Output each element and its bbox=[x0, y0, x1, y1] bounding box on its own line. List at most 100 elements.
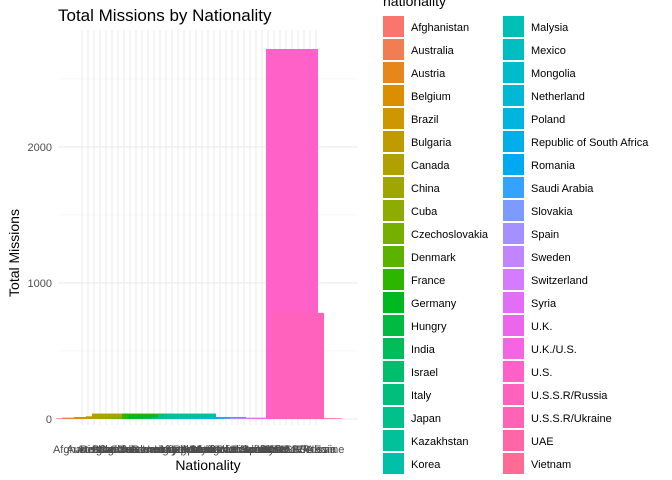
legend-label: Kazakhstan bbox=[411, 436, 468, 448]
legend-label: Bulgaria bbox=[411, 137, 452, 149]
legend-label: Israel bbox=[411, 367, 438, 379]
legend-key bbox=[503, 315, 524, 336]
legend-label: Afghanistan bbox=[411, 22, 469, 34]
legend-label: Czechoslovakia bbox=[411, 229, 489, 241]
legend-item: Korea bbox=[383, 453, 441, 474]
x-tick-label: Denmark bbox=[120, 444, 165, 456]
legend-key bbox=[383, 361, 404, 382]
legend-item: India bbox=[383, 338, 436, 359]
legend-key bbox=[383, 407, 404, 428]
legend-item: France bbox=[383, 269, 445, 290]
legend-key bbox=[383, 292, 404, 313]
legend-key bbox=[503, 62, 524, 83]
x-tick-label: Afghanistan bbox=[53, 444, 111, 456]
legend-item: Cuba bbox=[383, 200, 438, 221]
x-tick-label: Belgium bbox=[80, 444, 120, 456]
legend-label: Netherland bbox=[531, 91, 585, 103]
legend-label: Switzerland bbox=[531, 275, 588, 287]
x-tick-label: U.S.S.R/Russia bbox=[260, 444, 337, 456]
legend-key bbox=[503, 384, 524, 405]
legend-key bbox=[503, 223, 524, 244]
x-tick-label: France bbox=[131, 444, 165, 456]
legend-item: Bulgaria bbox=[383, 131, 452, 152]
bar-u-s-s-r-russia bbox=[272, 312, 324, 419]
legend-item: Belgium bbox=[383, 85, 451, 106]
legend-item: Canada bbox=[383, 154, 450, 175]
legend-label: India bbox=[411, 344, 436, 356]
legend-label: Spain bbox=[531, 229, 559, 241]
x-tick-label: UAE bbox=[299, 444, 322, 456]
legend-key bbox=[383, 16, 404, 37]
legend-item: U.S.S.R/Russia bbox=[503, 384, 608, 405]
legend-label: China bbox=[411, 183, 441, 195]
legend-item: Mexico bbox=[503, 39, 566, 60]
y-axis-title: Total Missions bbox=[6, 209, 22, 297]
chart-title: Total Missions by Nationality bbox=[58, 6, 272, 25]
legend-label: Mexico bbox=[531, 45, 566, 57]
x-tick-label: Brazil bbox=[92, 444, 120, 456]
legend-label: Romania bbox=[531, 160, 576, 172]
legend-item: Afghanistan bbox=[383, 16, 469, 37]
legend-key bbox=[503, 269, 524, 290]
bar-vietnam bbox=[290, 418, 342, 419]
x-tick-label: Romania bbox=[216, 444, 261, 456]
legend-item: Netherland bbox=[503, 85, 585, 106]
x-tick-label: U.S. bbox=[281, 444, 302, 456]
legend-key bbox=[383, 246, 404, 267]
legend-key bbox=[383, 39, 404, 60]
legend-key bbox=[503, 246, 524, 267]
bar-netherland bbox=[194, 416, 246, 419]
legend-title: nationality bbox=[383, 0, 446, 9]
x-tick-label: Poland bbox=[209, 444, 243, 456]
legend-label: U.S.S.R/Russia bbox=[531, 390, 608, 402]
legend-label: U.K./U.S. bbox=[531, 344, 577, 356]
x-tick-label: Spain bbox=[242, 444, 270, 456]
x-tick-label: Italy bbox=[168, 444, 189, 456]
bars bbox=[56, 49, 342, 419]
x-tick-label: Germany bbox=[131, 444, 177, 456]
legend-key bbox=[503, 430, 524, 451]
legend-item: Israel bbox=[383, 361, 438, 382]
x-tick-label: Japan bbox=[169, 444, 199, 456]
legend-item: Brazil bbox=[383, 108, 439, 129]
x-tick-label: India bbox=[154, 444, 179, 456]
legend-key bbox=[383, 62, 404, 83]
x-tick-label: Israel bbox=[159, 444, 186, 456]
legend-key bbox=[383, 85, 404, 106]
legend-key bbox=[383, 108, 404, 129]
legend-item: UAE bbox=[503, 430, 554, 451]
x-tick-label: Netherland bbox=[193, 444, 247, 456]
legend-label: Belgium bbox=[411, 91, 451, 103]
legend-item: Republic of South Africa bbox=[503, 131, 649, 152]
x-tick-label: U.S.S.R/Ukraine bbox=[264, 444, 345, 456]
legend-key bbox=[503, 407, 524, 428]
y-tick-label: 0 bbox=[46, 414, 52, 426]
x-axis-title: Nationality bbox=[175, 457, 240, 473]
legend-key bbox=[503, 338, 524, 359]
legend-label: Cuba bbox=[411, 206, 438, 218]
legend-label: Slovakia bbox=[531, 206, 573, 218]
legend-key bbox=[503, 131, 524, 152]
x-tick-label: China bbox=[110, 444, 140, 456]
x-tick-label: Korea bbox=[181, 444, 211, 456]
x-tick-label: Syria bbox=[261, 444, 287, 456]
legend-label: France bbox=[411, 275, 445, 287]
legend-item: Hungry bbox=[383, 315, 447, 336]
x-tick-label: U.K./U.S. bbox=[263, 444, 309, 456]
legend-key bbox=[383, 223, 404, 244]
x-tick-label: U.K. bbox=[269, 444, 290, 456]
legend-label: Austria bbox=[411, 68, 446, 80]
legend-key bbox=[503, 200, 524, 221]
legend-item: Kazakhstan bbox=[383, 430, 468, 451]
legend-item: Saudi Arabia bbox=[503, 177, 594, 198]
legend-key bbox=[383, 131, 404, 152]
legend-item: Sweden bbox=[503, 246, 571, 267]
legend-item: Denmark bbox=[383, 246, 456, 267]
legend-item: Spain bbox=[503, 223, 559, 244]
legend-item: China bbox=[383, 177, 441, 198]
legend-item: Switzerland bbox=[503, 269, 588, 290]
legend-label: Australia bbox=[411, 45, 455, 57]
legend-label: Poland bbox=[531, 114, 565, 126]
legend-item: Slovakia bbox=[503, 200, 573, 221]
